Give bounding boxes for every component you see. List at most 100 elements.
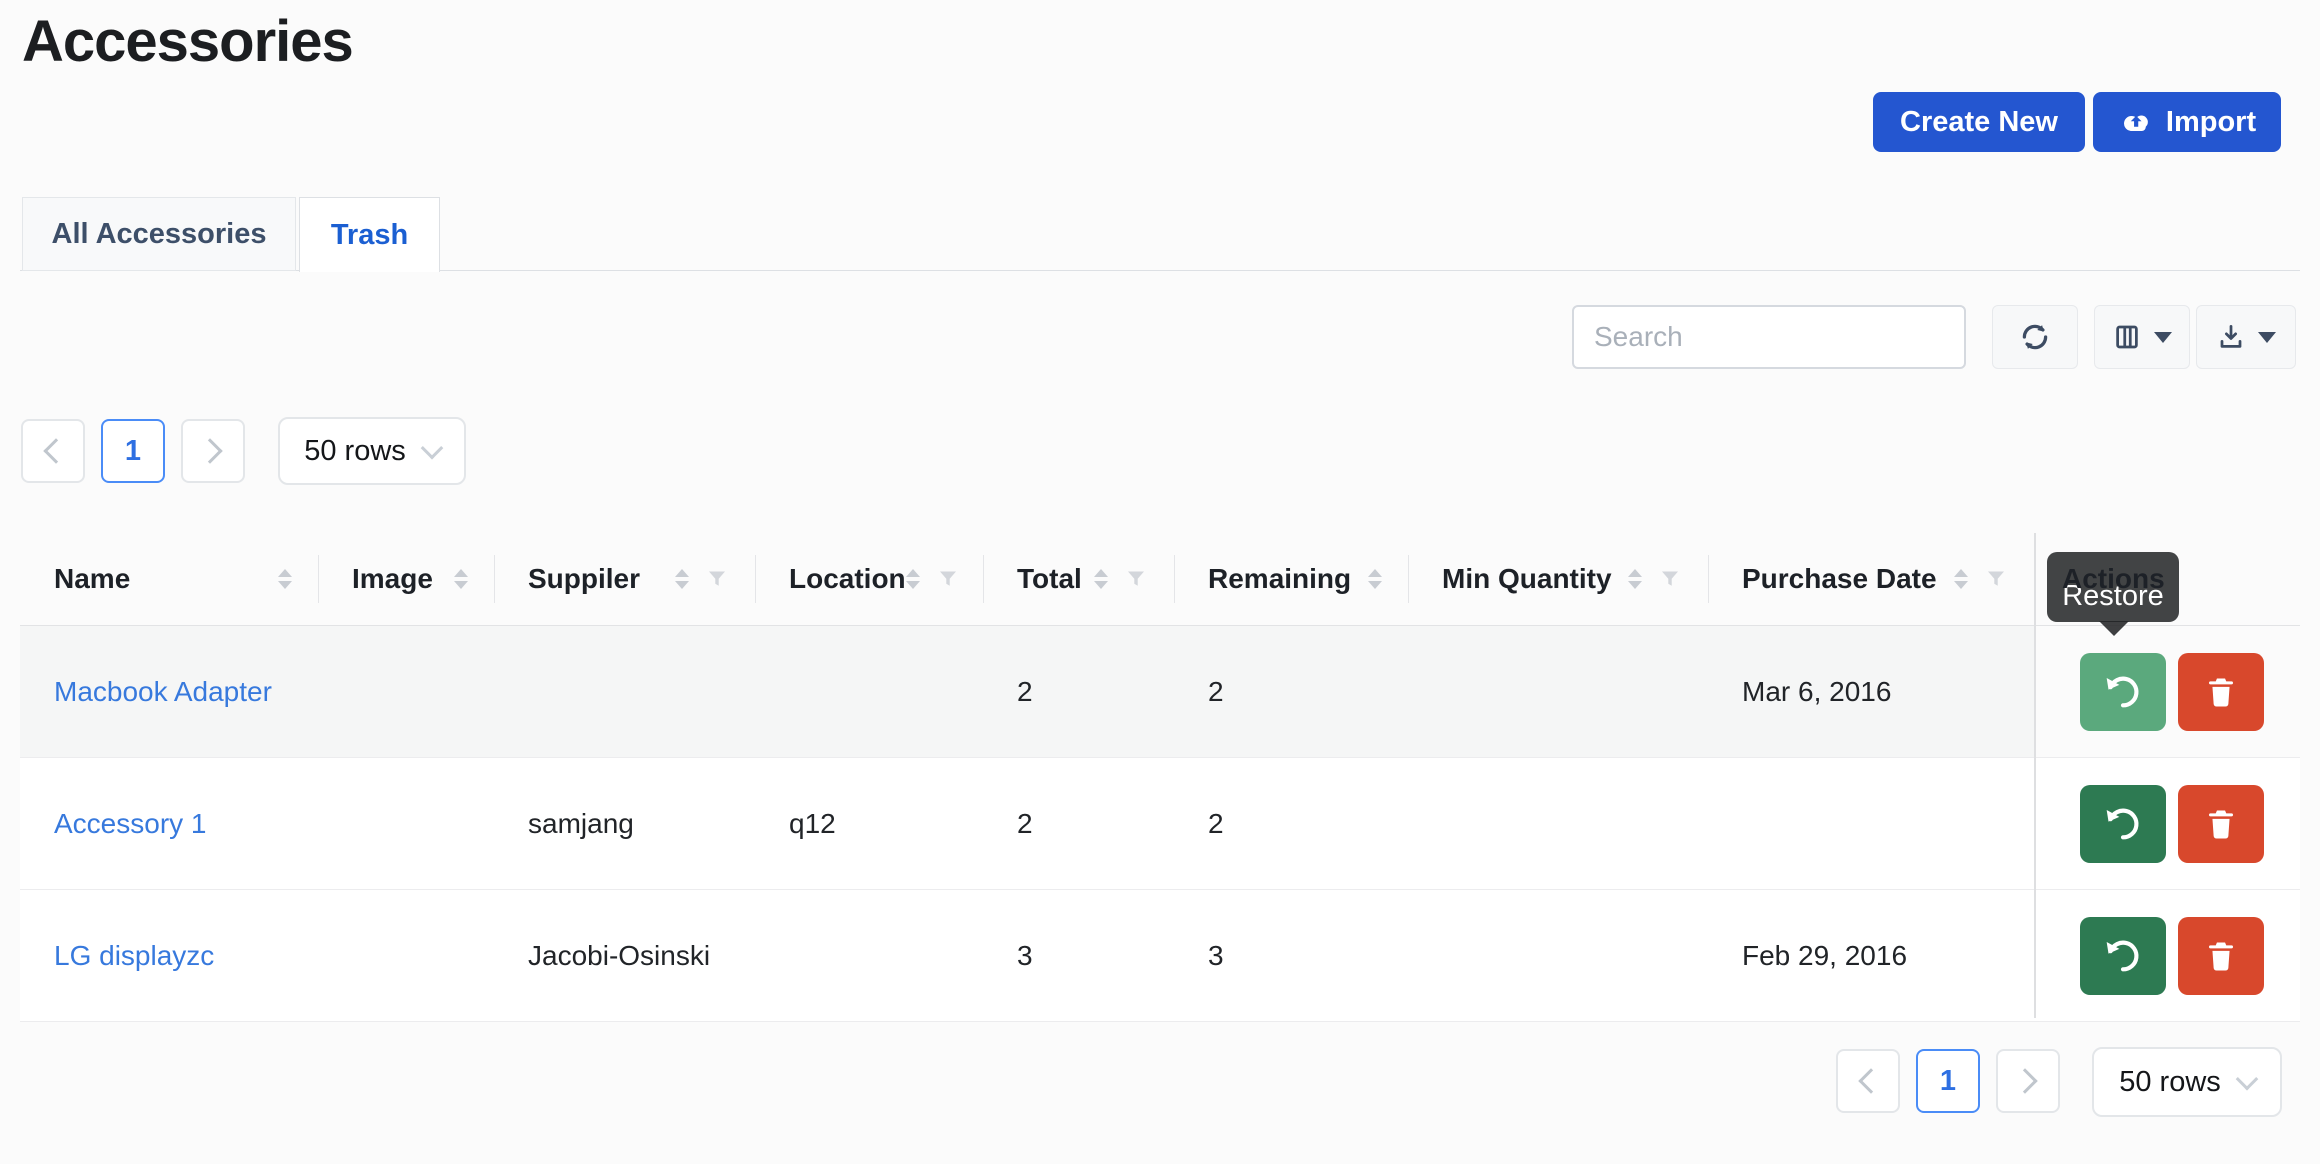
- sort-icon[interactable]: [1954, 569, 1968, 589]
- page-number: 1: [1939, 1064, 1957, 1097]
- export-button[interactable]: [2196, 305, 2296, 369]
- column-label: Image: [352, 563, 433, 594]
- sort-icon[interactable]: [1368, 569, 1382, 589]
- delete-button[interactable]: [2178, 652, 2264, 731]
- restore-icon: [2106, 940, 2139, 971]
- cell-purchase-date: [1708, 758, 2034, 889]
- accessory-link[interactable]: Accessory 1: [54, 807, 207, 839]
- cell-purchase-date: Mar 6, 2016: [1742, 675, 1892, 707]
- table-row: LG displayzc Jacobi-Osinski 3 3 Feb 29, …: [20, 890, 2300, 1022]
- cell-remaining: 3: [1208, 939, 1224, 971]
- actions-column-divider: [2034, 533, 2036, 1018]
- column-header-total[interactable]: Total: [983, 533, 1174, 625]
- pagination-next-button[interactable]: [1996, 1049, 2060, 1113]
- cell-location: [755, 890, 983, 1021]
- cell-purchase-date: Feb 29, 2016: [1742, 939, 1908, 971]
- accessory-link[interactable]: LG displayzc: [54, 939, 215, 971]
- column-header-image[interactable]: Image: [318, 533, 494, 625]
- sort-icon[interactable]: [454, 569, 468, 589]
- cell-name: LG displayzc: [20, 890, 318, 1021]
- column-header-remaining[interactable]: Remaining: [1174, 533, 1408, 625]
- delete-button[interactable]: [2178, 784, 2264, 863]
- download-icon: [2216, 322, 2246, 352]
- column-label: Location: [789, 563, 906, 594]
- columns-toggle-button[interactable]: [2094, 305, 2190, 369]
- filter-icon[interactable]: [705, 567, 729, 591]
- rows-per-page-dropdown[interactable]: 50 rows: [278, 417, 466, 485]
- pagination-prev-button[interactable]: [1836, 1049, 1900, 1113]
- refresh-button[interactable]: [1992, 305, 2078, 369]
- accessory-link[interactable]: Macbook Adapter: [54, 675, 272, 707]
- rows-per-page-label: 50 rows: [2119, 1065, 2221, 1098]
- column-label: Total: [1017, 563, 1082, 594]
- tab-all-accessories[interactable]: All Accessories: [22, 197, 296, 271]
- column-label: Remaining: [1208, 563, 1352, 594]
- create-new-label: Create New: [1900, 105, 2058, 138]
- page-title: Accessories: [22, 9, 354, 74]
- rows-per-page-dropdown[interactable]: 50 rows: [2092, 1047, 2282, 1117]
- tabs-underline: [20, 270, 2300, 271]
- cell-remaining: 2: [1208, 807, 1224, 839]
- cell-supplier: [494, 626, 755, 757]
- tab-trash-label: Trash: [330, 218, 409, 251]
- delete-button[interactable]: [2178, 916, 2264, 995]
- restore-button[interactable]: [2080, 652, 2166, 731]
- filter-icon[interactable]: [1658, 567, 1682, 591]
- chevron-down-icon: [2235, 1067, 2259, 1091]
- trash-icon: [2209, 678, 2233, 707]
- sort-icon[interactable]: [1094, 569, 1108, 589]
- column-label: Min Quantity: [1442, 563, 1612, 594]
- cell-supplier: samjang: [528, 807, 634, 839]
- chevron-right-icon: [197, 438, 223, 464]
- cell-image: [318, 626, 494, 757]
- cell-min-quantity: [1408, 626, 1708, 757]
- cell-actions: [2034, 758, 2300, 889]
- filter-icon[interactable]: [1124, 567, 1148, 591]
- cell-total: 3: [1017, 939, 1033, 971]
- refresh-icon: [2018, 320, 2052, 354]
- column-header-min-quantity[interactable]: Min Quantity: [1408, 533, 1708, 625]
- sort-icon[interactable]: [675, 569, 689, 589]
- pagination-next-button[interactable]: [181, 419, 245, 483]
- column-header-location[interactable]: Location: [755, 533, 983, 625]
- trash-icon: [2209, 942, 2233, 971]
- import-label: Import: [2165, 105, 2257, 138]
- chevron-left-icon: [43, 438, 69, 464]
- pagination-prev-button[interactable]: [21, 419, 85, 483]
- column-label: Name: [54, 563, 131, 594]
- column-header-purchase-date[interactable]: Purchase Date: [1708, 533, 2034, 625]
- sort-icon[interactable]: [905, 569, 920, 589]
- cell-location: q12: [789, 807, 836, 839]
- cell-total: 2: [1017, 807, 1033, 839]
- rows-per-page-label: 50 rows: [304, 434, 406, 467]
- column-header-name[interactable]: Name: [20, 533, 318, 625]
- pagination-page-1[interactable]: 1: [1916, 1049, 1980, 1113]
- restore-button[interactable]: [2080, 784, 2166, 863]
- column-header-supplier[interactable]: Suppiler: [494, 533, 755, 625]
- filter-icon[interactable]: [936, 567, 960, 591]
- trash-icon: [2209, 810, 2233, 839]
- cell-name: Macbook Adapter: [20, 626, 318, 757]
- table-row: Accessory 1 samjang q12 2 2: [20, 758, 2300, 890]
- restore-button[interactable]: [2080, 916, 2166, 995]
- cell-actions: [2034, 626, 2300, 757]
- chevron-left-icon: [1858, 1068, 1884, 1094]
- import-button[interactable]: Import: [2093, 92, 2281, 152]
- column-label: Suppiler: [528, 563, 641, 594]
- sort-icon[interactable]: [278, 569, 292, 589]
- table-header-row: Name Image Suppiler Location: [20, 533, 2300, 626]
- cell-image: [318, 758, 494, 889]
- tab-trash[interactable]: Trash: [299, 197, 440, 272]
- tab-all-label: All Accessories: [51, 217, 267, 250]
- create-new-button[interactable]: Create New: [1873, 92, 2085, 152]
- cell-location: [755, 626, 983, 757]
- cell-min-quantity: [1408, 890, 1708, 1021]
- tooltip-text: Restore: [2062, 580, 2164, 612]
- restore-icon: [2106, 676, 2139, 707]
- cell-min-quantity: [1408, 758, 1708, 889]
- pagination-page-1[interactable]: 1: [101, 419, 165, 483]
- filter-icon[interactable]: [1984, 567, 2008, 591]
- sort-icon[interactable]: [1628, 569, 1642, 589]
- search-input[interactable]: [1572, 305, 1966, 369]
- cell-total: 2: [1017, 675, 1033, 707]
